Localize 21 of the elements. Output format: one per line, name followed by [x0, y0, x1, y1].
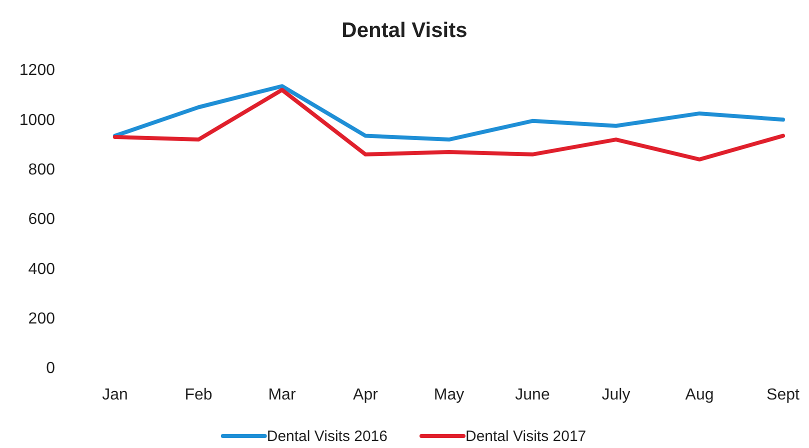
x-tick-label: Mar — [268, 386, 296, 404]
legend-label: Dental Visits 2017 — [466, 428, 586, 445]
y-tick-label: 600 — [28, 211, 56, 228]
x-tick-label: Jan — [102, 386, 128, 404]
y-tick-label: 800 — [28, 161, 56, 178]
x-tick-label: May — [434, 386, 464, 404]
x-tick-label: July — [602, 386, 630, 404]
x-tick-label: Sept — [766, 386, 800, 404]
y-tick-label: 0 — [46, 360, 56, 378]
line-series — [113, 88, 785, 162]
y-tick-label: 1200 — [19, 62, 56, 80]
y-tick-label: 400 — [28, 260, 56, 278]
y-tick-label: 200 — [28, 310, 56, 328]
x-tick-label: Aug — [685, 386, 714, 404]
legend-label: Dental Visits 2016 — [266, 428, 388, 445]
x-tick-label: Apr — [353, 386, 379, 404]
x-tick-label: June — [515, 386, 550, 404]
chart-title: Dental Visits — [342, 19, 468, 42]
line-series — [113, 84, 785, 142]
x-tick-label: Feb — [184, 386, 212, 404]
y-tick-label: 1000 — [19, 112, 56, 129]
